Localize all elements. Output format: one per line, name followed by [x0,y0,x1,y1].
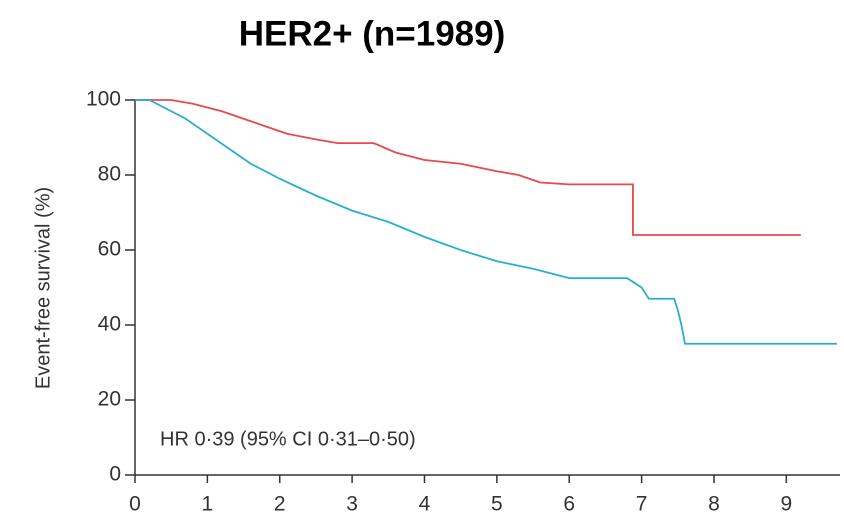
chart-title: HER2+ (n=1989) [239,14,506,53]
x-tick-label: 8 [708,493,720,516]
y-tick-label: 40 [98,313,121,336]
x-tick-label: 7 [636,493,648,516]
annotation: HR 0·39 (95% CI 0·31–0·50) [160,428,416,450]
x-tick-label: 9 [780,493,792,516]
x-tick-label: 0 [129,493,141,516]
survival-curve [135,99,837,345]
survival-curve [135,99,801,236]
x-tick-label: 4 [419,493,431,516]
x-tick-label: 3 [346,493,358,516]
y-tick-label: 20 [98,388,121,411]
x-tick-label: 2 [274,493,286,516]
y-tick-label: 80 [98,163,121,186]
x-tick-label: 1 [202,493,214,516]
x-tick-label: 6 [563,493,575,516]
x-tick-label: 5 [491,493,503,516]
y-tick-label: 100 [86,88,121,111]
y-tick-label: 60 [98,238,121,261]
y-axis-label: Event-free survival (%) [32,187,54,389]
y-tick-label: 0 [109,463,121,486]
